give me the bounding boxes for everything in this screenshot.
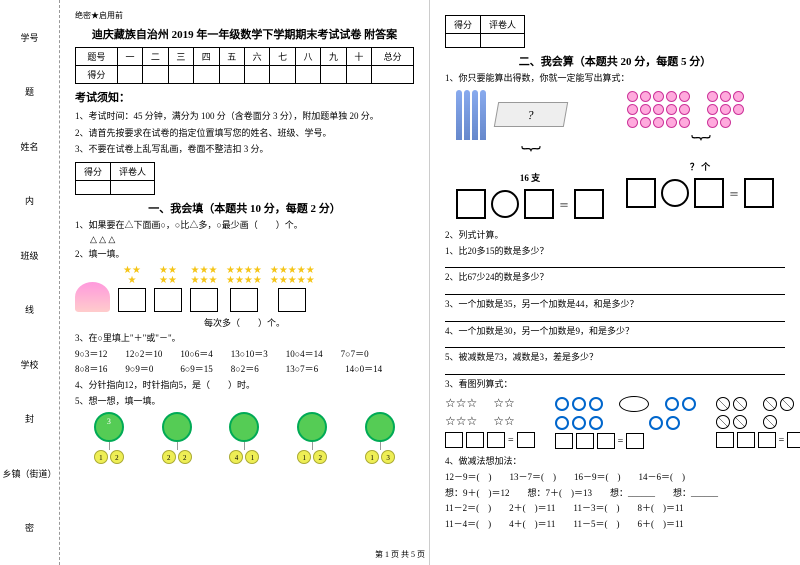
stars-1: ★★★ [123, 266, 141, 286]
s2-i1: 1、比20多15的数是多少？ [445, 245, 785, 258]
margin-mark-ti: 题 [25, 85, 34, 98]
marker-person: 评卷人 [111, 162, 155, 180]
stars-row: ★★★ ★★★★ ★★★★★★ ★★★★★★★★ ★★★★★★★★★★ [75, 266, 414, 312]
stars-5: ★★★★★★★★★★ [270, 266, 315, 286]
s2-i2: 2、比67少24的数是多少？ [445, 271, 785, 284]
score-table: 题号 一 二 三 四 五 六 七 八 九 十 总分 得分 [75, 47, 414, 84]
s2-q3: 3、看图列算式： [445, 378, 785, 391]
right-column: 得分评卷人 二、我会算（本题共 20 分，每题 5 分） 1、你只要能算出得数，… [430, 0, 800, 565]
section2-title: 二、我会算（本题共 20 分，每题 5 分） [445, 53, 785, 69]
th-3: 三 [168, 48, 193, 66]
th-6: 六 [244, 48, 269, 66]
notice-3: 3、不要在试卷上乱写乱画，卷面不整洁扣 3 分。 [75, 143, 414, 157]
binding-margin: 学号 题 姓名 内 班级 线 学校 封 乡镇（街道） 密 [0, 0, 60, 565]
secret-tag: 绝密★启用前 [75, 10, 414, 21]
brace-1: ︸ [456, 140, 604, 169]
th-10: 十 [346, 48, 371, 66]
q3: 3、在○里填上"＋"或"－"。 [75, 332, 414, 345]
circles-group [626, 90, 774, 129]
s2-q2: 2、列式计算。 [445, 229, 785, 242]
shape-diagrams: ☆☆☆ ☆☆ ☆☆☆ ☆☆ = = = [445, 393, 785, 452]
th-4: 四 [194, 48, 219, 66]
q5: 5、想一想，填一填。 [75, 395, 414, 408]
q2b: 每次多（ ）个。 [75, 317, 414, 330]
sub-1: 12－9＝( ) 13－7＝( ) 16－9＝( ) 14－6＝( ) [445, 471, 785, 484]
eq-1: 9○3＝12 12○2＝10 10○6＝4 13○10＝3 10○4＝14 7○… [75, 348, 414, 361]
notice-1: 1、考试时间：45 分钟，满分为 100 分（含卷面分 3 分），附加题单独 2… [75, 110, 414, 124]
box-4 [230, 288, 258, 312]
margin-mark-xian: 线 [25, 303, 34, 316]
clock-num-0: 3 [107, 417, 111, 426]
visual-row: ? ︸ 16 支 ＝ [445, 90, 785, 225]
q1: 1、如果要在△下面画○，○比△多，○最少画（ ）个。 [75, 219, 414, 232]
box-2 [154, 288, 182, 312]
eq-boxes-1: ＝ [456, 189, 604, 219]
marker-table: 得分评卷人 [75, 162, 155, 195]
label-q: ？ 个 [626, 161, 774, 174]
s2-i5: 5、被减数是73，减数是3，差是多少？ [445, 351, 785, 364]
margin-xingming: 姓名 [20, 140, 38, 153]
stars-3: ★★★★★★ [191, 266, 218, 286]
triangles: △ △ △ [90, 234, 414, 245]
label-16: 16 支 [456, 172, 604, 185]
left-column: 绝密★启用前 迪庆藏族自治州 2019 年一年级数学下学期期末考试试卷 附答案 … [60, 0, 430, 565]
sub-2: 想：9＋( )＝12 想：7＋( )＝13 想：______ 想：______ [445, 487, 785, 500]
q4: 4、分针指向12，时针指向5，是（ ）时。 [75, 379, 414, 392]
margin-mark-nei: 内 [25, 194, 34, 207]
brace-2: ︸ [626, 129, 774, 158]
eraser-icon: ? [494, 102, 568, 127]
stars-4: ★★★★★★★★ [226, 266, 262, 286]
page-footer: 第 1 页 共 5 页 [375, 549, 425, 560]
pencils-icon [456, 90, 486, 140]
th-0: 题号 [76, 48, 118, 66]
th-8: 八 [295, 48, 320, 66]
margin-mark-feng: 封 [25, 412, 34, 425]
marker-table-2: 得分评卷人 [445, 15, 525, 48]
th-1: 一 [117, 48, 142, 66]
notice-title: 考试须知： [75, 89, 414, 105]
kid-icon [75, 282, 110, 312]
margin-mark-mi: 密 [25, 521, 34, 534]
th-2: 二 [143, 48, 168, 66]
row2-label: 得分 [76, 66, 118, 84]
s2-i4: 4、一个加数是30，另一个加数是9，和是多少？ [445, 325, 785, 338]
margin-xiangzhen: 乡镇（街道） [2, 467, 56, 480]
th-7: 七 [270, 48, 295, 66]
th-11: 总分 [372, 48, 414, 66]
th-9: 九 [321, 48, 346, 66]
marker-score: 得分 [76, 162, 111, 180]
margin-xuehao: 学号 [20, 31, 38, 44]
clock-row: 312 22 41 12 13 [75, 412, 414, 464]
s2-q4: 4、做减法想加法： [445, 455, 785, 468]
s2-q1: 1、你只要能算出得数，你就一定能写出算式： [445, 72, 785, 85]
notice-2: 2、请首先按要求在试卷的指定位置填写您的姓名、班级、学号。 [75, 127, 414, 141]
stars-2: ★★★★ [159, 266, 177, 286]
s2-i3: 3、一个加数是35，另一个加数是44，和是多少？ [445, 298, 785, 311]
box-1 [118, 288, 146, 312]
sub-4: 11－4＝( ) 4＋( )＝11 11－5＝( ) 6＋( )＝11 [445, 518, 785, 531]
q2: 2、填一填。 [75, 248, 414, 261]
content: 绝密★启用前 迪庆藏族自治州 2019 年一年级数学下学期期末考试试卷 附答案 … [60, 0, 800, 565]
margin-xuexiao: 学校 [20, 358, 38, 371]
box-5 [278, 288, 306, 312]
eq-boxes-2: ＝ [626, 178, 774, 208]
eq-2: 8○8＝16 9○9＝0 6○9＝15 8○2＝6 13○7＝6 14○0＝14 [75, 363, 414, 376]
exam-title: 迪庆藏族自治州 2019 年一年级数学下学期期末考试试卷 附答案 [75, 26, 414, 42]
box-3 [190, 288, 218, 312]
sub-3: 11－2＝( ) 2＋( )＝11 11－3＝( ) 8＋( )＝11 [445, 502, 785, 515]
section1-title: 一、我会填（本题共 10 分，每题 2 分） [75, 200, 414, 216]
margin-banji: 班级 [20, 249, 38, 262]
th-5: 五 [219, 48, 244, 66]
